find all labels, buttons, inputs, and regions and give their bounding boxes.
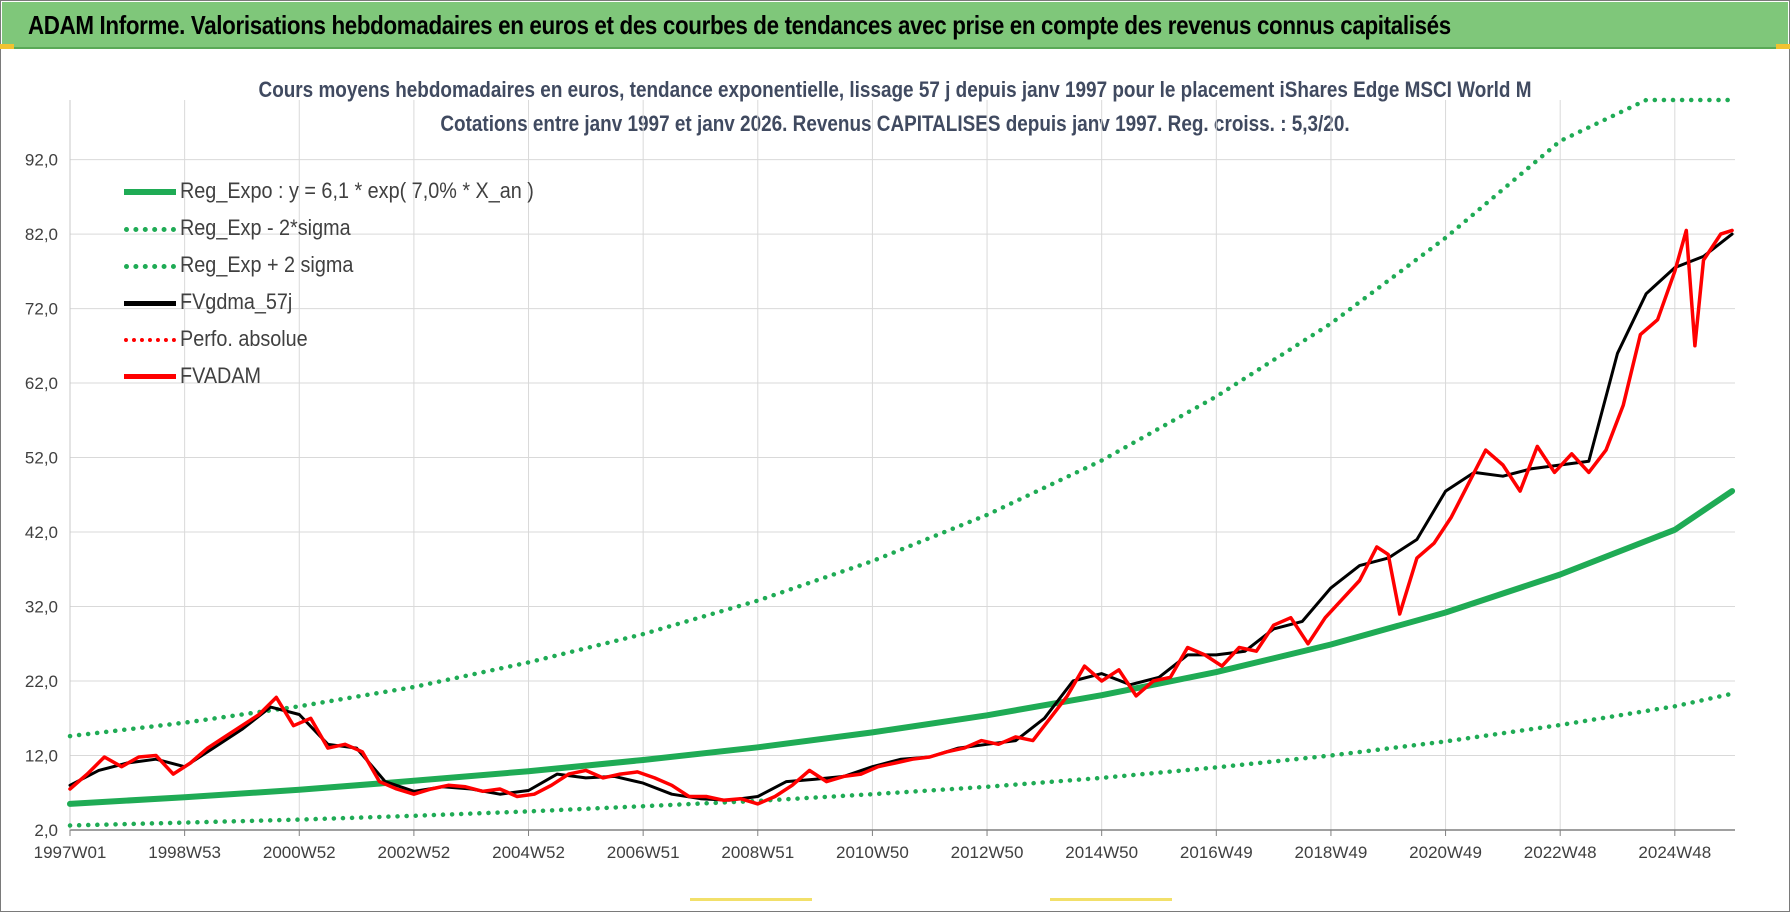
legend-swatch-fvadam [124, 374, 176, 379]
legend-item-perfo-absolue: Perfo. absolue [124, 326, 584, 356]
series-reg-exp-plus-2sigma [67, 97, 1735, 739]
legend-swatch-reg-exp-minus [124, 227, 176, 232]
legend-label-reg-exp-plus: Reg_Exp + 2 sigma [180, 252, 354, 277]
x-tick-label: 2024W48 [1638, 843, 1711, 862]
x-tick-label: 2004W52 [492, 843, 565, 862]
series-reg-exp-minus-2sigma [67, 691, 1735, 828]
report-title: ADAM Informe. Valorisations hebdomadaire… [28, 10, 1451, 40]
y-tick-label: 2,0 [34, 821, 58, 840]
corner-accent-left [0, 44, 14, 49]
y-tick-label: 82,0 [25, 225, 58, 244]
bottom-accent-1 [690, 898, 812, 901]
legend-item-fvgdma: FVgdma_57j [124, 289, 584, 319]
chart-title-line1: Cours moyens hebdomadaires en euros, ten… [258, 77, 1532, 102]
x-tick-label: 2002W52 [377, 843, 450, 862]
x-tick-label: 2000W52 [263, 843, 336, 862]
grid [69, 100, 1735, 831]
legend-swatch-perfo-absolue [124, 338, 176, 342]
legend-item-reg-exp-plus: Reg_Exp + 2 sigma [124, 252, 584, 282]
report-banner: ADAM Informe. Valorisations hebdomadaire… [2, 2, 1788, 49]
legend-swatch-fvgdma [124, 301, 176, 306]
x-tick-label: 2014W50 [1065, 843, 1138, 862]
x-tick-label: 2018W49 [1295, 843, 1368, 862]
chart-title-line2: Cotations entre janv 1997 et janv 2026. … [440, 111, 1350, 136]
y-tick-label: 12,0 [25, 747, 58, 766]
legend-label-reg-expo: Reg_Expo : y = 6,1 * exp( 7,0% * X_an ) [180, 178, 534, 203]
x-tick-label: 2008W51 [721, 843, 794, 862]
series-reg-expo [67, 488, 1736, 807]
legend-item-reg-exp-minus: Reg_Exp - 2*sigma [124, 215, 584, 245]
y-tick-label: 22,0 [25, 672, 58, 691]
legend-label-reg-exp-minus: Reg_Exp - 2*sigma [180, 215, 351, 240]
bottom-accent-2 [1050, 898, 1172, 901]
corner-accent-right [1776, 44, 1790, 49]
legend-label-fvgdma: FVgdma_57j [180, 289, 293, 314]
legend-item-reg-expo: Reg_Expo : y = 6,1 * exp( 7,0% * X_an ) [124, 178, 584, 208]
y-tick-label: 62,0 [25, 374, 58, 393]
legend-label-perfo-absolue: Perfo. absolue [180, 326, 308, 351]
legend-item-fvadam: FVADAM [124, 363, 584, 393]
x-tick-label: 2010W50 [836, 843, 909, 862]
x-tick-label: 2006W51 [607, 843, 680, 862]
legend-label-fvadam: FVADAM [180, 363, 262, 388]
axes: 2,0 12,0 22,0 32,0 42,0 52,0 62,0 72,0 82,0 92,0 1… [25, 100, 1735, 862]
y-tick-label: 32,0 [25, 598, 58, 617]
x-tick-label: 2022W48 [1524, 843, 1597, 862]
y-tick-label: 92,0 [25, 151, 58, 170]
x-tick-label: 1997W01 [34, 843, 107, 862]
legend-swatch-reg-expo [124, 189, 176, 195]
series-area [67, 97, 1736, 828]
y-tick-label: 42,0 [25, 523, 58, 542]
series-fvadam [68, 228, 1734, 806]
x-tick-label: 2020W49 [1409, 843, 1482, 862]
x-tick-label: 2012W50 [951, 843, 1024, 862]
x-tick-label: 2016W49 [1180, 843, 1253, 862]
legend-swatch-reg-exp-plus [124, 264, 176, 269]
x-tick-label: 1998W53 [148, 843, 221, 862]
y-tick-label: 72,0 [25, 300, 58, 319]
y-tick-label: 52,0 [25, 449, 58, 468]
series-fvgdma-57j [68, 232, 1734, 802]
